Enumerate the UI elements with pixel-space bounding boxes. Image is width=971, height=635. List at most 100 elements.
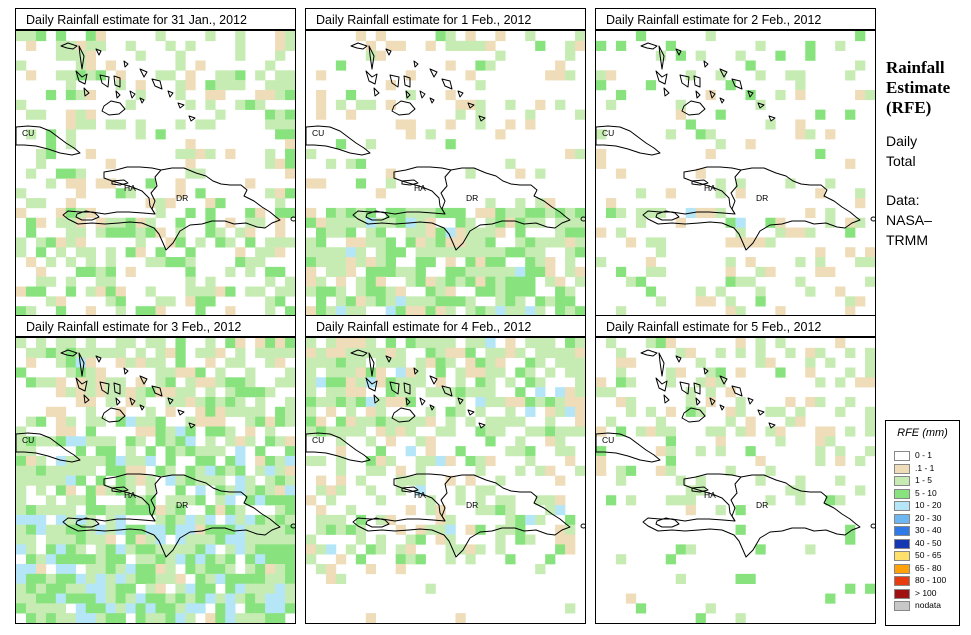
rain-cell	[665, 129, 677, 140]
rain-cell	[215, 564, 226, 575]
rain-cell	[175, 396, 186, 408]
rain-cell	[545, 554, 556, 565]
rain-cell	[205, 514, 216, 526]
rain-cell	[685, 119, 696, 130]
rain-cell	[155, 426, 166, 437]
rain-cell	[315, 426, 327, 437]
rain-cell	[255, 416, 266, 427]
rain-cell	[435, 534, 446, 545]
rain-cell	[225, 357, 236, 368]
rain-cell	[195, 495, 206, 506]
bahamas-island-outline	[663, 394, 670, 404]
rain-cell	[445, 524, 456, 535]
rain-cell	[445, 207, 456, 219]
rain-cell	[155, 377, 166, 388]
rain-cell	[415, 217, 426, 228]
rain-cell	[495, 505, 506, 516]
rain-cell	[315, 257, 327, 268]
jamaica-outline	[365, 210, 390, 221]
rain-cell	[85, 495, 97, 506]
bahamas-island-outline	[60, 349, 78, 357]
rain-cell	[395, 40, 406, 51]
rain-cell	[415, 534, 426, 545]
rain-cell	[715, 70, 726, 81]
rain-cell	[205, 296, 216, 307]
rain-cell	[95, 367, 106, 378]
rain-cell	[215, 227, 226, 238]
rain-cell	[355, 31, 367, 42]
rain-cell	[255, 544, 266, 555]
rain-cell	[45, 573, 57, 584]
rain-cell	[95, 603, 106, 614]
rain-cell	[335, 465, 347, 476]
rain-cell	[575, 207, 585, 219]
rain-cell	[45, 129, 57, 140]
rain-cell	[575, 396, 585, 408]
cuba-label: CU	[22, 128, 34, 138]
rain-cell	[255, 347, 266, 358]
rain-cell	[475, 357, 486, 368]
rain-cell	[235, 505, 246, 516]
rain-cell	[315, 70, 327, 81]
rain-cell	[75, 524, 87, 535]
rain-cell	[125, 227, 136, 238]
rain-cell	[695, 446, 706, 457]
bahamas-island-outline	[99, 381, 110, 395]
rain-cell	[115, 80, 126, 91]
rain-cell	[105, 436, 116, 447]
rain-cell	[415, 455, 426, 467]
rain-cell	[175, 50, 186, 61]
rain-cell	[615, 227, 627, 238]
rain-cell	[825, 207, 836, 219]
rain-cell	[65, 89, 77, 101]
rain-cell	[215, 396, 226, 408]
rain-cell	[825, 178, 836, 189]
rain-cell	[65, 367, 77, 378]
bahamas-island-outline	[389, 381, 400, 395]
rain-cell	[465, 306, 476, 316]
rain-cell	[755, 286, 766, 297]
rain-cell	[185, 613, 196, 623]
rain-cell	[535, 564, 546, 575]
rain-cell	[175, 119, 186, 130]
rain-cell	[465, 347, 476, 358]
rain-cell	[855, 188, 866, 199]
rainfall-panel: Daily Rainfall estimate for 2 Feb., 2012…	[595, 8, 876, 319]
rain-cell	[335, 217, 347, 228]
rain-cell	[55, 485, 67, 496]
rain-cell	[265, 603, 276, 614]
rain-cell	[355, 158, 367, 169]
rain-cell	[665, 338, 677, 349]
rain-cell	[45, 534, 57, 545]
rain-cell	[655, 446, 667, 457]
rain-cell	[125, 217, 136, 228]
rain-cell	[495, 247, 506, 258]
rain-cell	[845, 70, 856, 81]
rain-cell	[365, 99, 377, 110]
rain-cell	[596, 227, 607, 238]
rain-cell	[205, 89, 216, 101]
rain-cell	[125, 188, 136, 199]
rain-cell	[695, 613, 706, 623]
rain-cell	[485, 286, 496, 297]
rain-cell	[235, 446, 246, 457]
panel-title: Daily Rainfall estimate for 4 Feb., 2012	[305, 315, 586, 337]
rain-cell	[265, 357, 276, 368]
rain-cell	[435, 426, 446, 437]
rain-cell	[405, 505, 416, 516]
rain-cell	[535, 247, 546, 258]
rain-cell	[85, 613, 97, 623]
rain-cell	[695, 475, 706, 486]
rain-cell	[455, 485, 466, 496]
rain-cell	[485, 217, 496, 228]
rain-cell	[345, 227, 357, 238]
rain-cell	[825, 495, 836, 506]
rain-cell	[435, 514, 446, 526]
rain-cell	[385, 338, 396, 349]
rain-cell	[335, 296, 347, 307]
rain-cell	[455, 377, 466, 388]
rain-cell	[25, 475, 37, 486]
rain-cell	[75, 357, 87, 368]
rain-cell	[475, 80, 486, 91]
dr-label: DR	[466, 193, 478, 203]
